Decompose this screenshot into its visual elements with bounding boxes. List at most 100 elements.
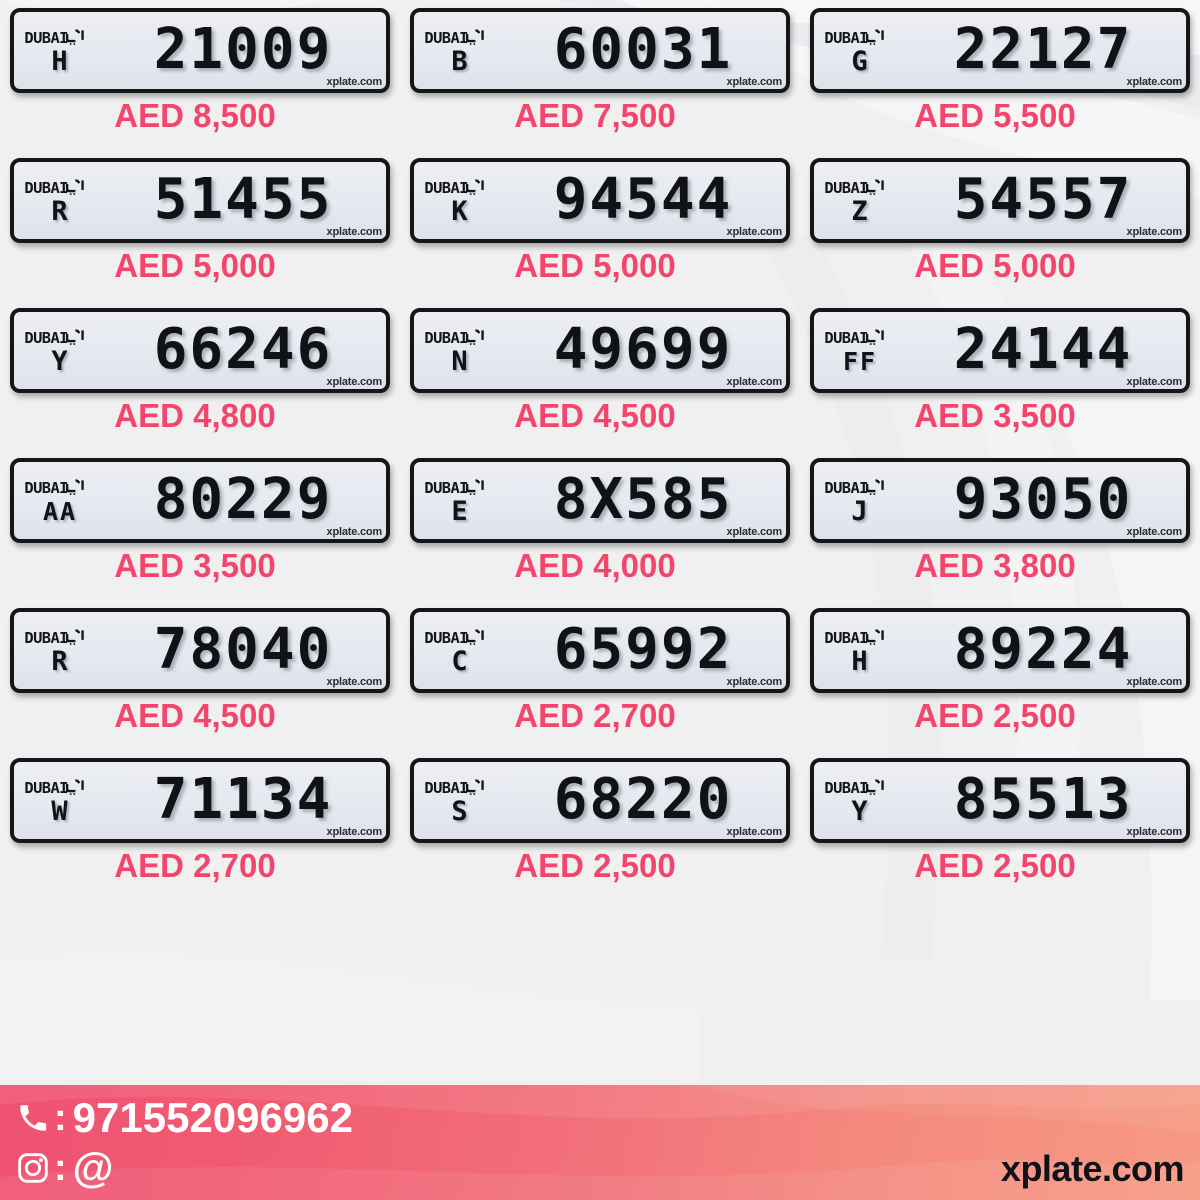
license-plate[interactable]: DUBAI Z 54557 xplate.com	[810, 158, 1190, 243]
license-plate[interactable]: DUBAI B 60031 xplate.com	[410, 8, 790, 93]
plate-number: 24144	[953, 316, 1133, 382]
license-plate[interactable]: DUBAI W 71134 xplate.com	[10, 758, 390, 843]
plate-card[interactable]: DUBAI J 93050 xplate.com AED 3,800	[800, 450, 1200, 600]
plate-card[interactable]: DUBAI Z 54557 xplate.com AED 5,000	[800, 150, 1200, 300]
license-plate[interactable]: DUBAI H 89224 xplate.com	[810, 608, 1190, 693]
plate-emirate-section: DUBAI C	[414, 612, 506, 689]
svg-text:DUBAI: DUBAI	[824, 29, 867, 47]
plate-price: AED 4,000	[514, 547, 676, 584]
license-plate[interactable]: DUBAI AA 80229 xplate.com	[10, 458, 390, 543]
plate-price: AED 5,000	[914, 247, 1076, 284]
dubai-emirate-logo: DUBAI	[824, 479, 884, 497]
svg-text:DUBAI: DUBAI	[824, 479, 867, 497]
plate-number: 93050	[953, 466, 1133, 532]
license-plate[interactable]: DUBAI E 8X585 xplate.com	[410, 458, 790, 543]
plate-code: K	[451, 196, 469, 227]
plate-watermark: xplate.com	[326, 226, 383, 238]
svg-text:DUBAI: DUBAI	[424, 629, 467, 647]
phone-number[interactable]: 971552096962	[72, 1094, 353, 1141]
plate-card[interactable]: DUBAI H 21009 xplate.com AED 8,500	[0, 0, 400, 150]
plate-emirate-section: DUBAI H	[14, 12, 106, 89]
plate-watermark: xplate.com	[726, 826, 783, 838]
plate-card[interactable]: DUBAI S 68220 xplate.com AED 2,500	[400, 750, 800, 900]
svg-text:DUBAI: DUBAI	[824, 179, 867, 197]
plate-code: G	[851, 46, 869, 77]
license-plate[interactable]: DUBAI N 49699 xplate.com	[410, 308, 790, 393]
plate-code: B	[451, 46, 469, 77]
plate-code: W	[51, 796, 69, 827]
license-plate[interactable]: DUBAI K 94544 xplate.com	[410, 158, 790, 243]
plate-card[interactable]: DUBAI FF 24144 xplate.com AED 3,500	[800, 300, 1200, 450]
plate-number: 54557	[953, 166, 1133, 232]
plate-emirate-section: DUBAI Y	[14, 312, 106, 389]
plate-price: AED 2,500	[914, 847, 1076, 884]
dubai-emirate-logo: DUBAI	[824, 29, 884, 47]
plate-number: 89224	[953, 616, 1133, 682]
license-plate[interactable]: DUBAI J 93050 xplate.com	[810, 458, 1190, 543]
dubai-emirate-logo: DUBAI	[424, 29, 484, 47]
plate-card[interactable]: DUBAI C 65992 xplate.com AED 2,700	[400, 600, 800, 750]
plate-card[interactable]: DUBAI R 51455 xplate.com AED 5,000	[0, 150, 400, 300]
footer-wave-decoration	[0, 1085, 1200, 1200]
plate-card[interactable]: DUBAI G 22127 xplate.com AED 5,500	[800, 0, 1200, 150]
plate-watermark: xplate.com	[326, 376, 383, 388]
plate-code: FF	[842, 347, 878, 376]
plate-emirate-section: DUBAI K	[414, 162, 506, 239]
plate-price: AED 2,500	[914, 697, 1076, 734]
footer-contact-block: : 971552096962 : @	[14, 1093, 353, 1193]
plate-number-section: 89224 xplate.com	[906, 612, 1186, 689]
license-plate[interactable]: DUBAI FF 24144 xplate.com	[810, 308, 1190, 393]
footer-phone-row[interactable]: : 971552096962	[14, 1093, 353, 1143]
plate-emirate-section: DUBAI R	[14, 612, 106, 689]
plate-number-section: 60031 xplate.com	[506, 12, 786, 89]
plate-card[interactable]: DUBAI H 89224 xplate.com AED 2,500	[800, 600, 1200, 750]
license-plate[interactable]: DUBAI Y 85513 xplate.com	[810, 758, 1190, 843]
dubai-emirate-logo: DUBAI	[824, 179, 884, 197]
svg-text:DUBAI: DUBAI	[424, 29, 467, 47]
dubai-emirate-logo: DUBAI	[424, 179, 484, 197]
footer-instagram-row[interactable]: : @	[14, 1143, 353, 1193]
plate-number-section: 94544 xplate.com	[506, 162, 786, 239]
license-plate[interactable]: DUBAI R 78040 xplate.com	[10, 608, 390, 693]
plate-card[interactable]: DUBAI R 78040 xplate.com AED 4,500	[0, 600, 400, 750]
svg-text:DUBAI: DUBAI	[424, 329, 467, 347]
plate-watermark: xplate.com	[726, 526, 783, 538]
plate-watermark: xplate.com	[1126, 526, 1183, 538]
brand-name[interactable]: xplate.com	[1000, 1148, 1185, 1189]
svg-text:DUBAI: DUBAI	[24, 329, 67, 347]
plate-card[interactable]: DUBAI AA 80229 xplate.com AED 3,500	[0, 450, 400, 600]
plate-card[interactable]: DUBAI W 71134 xplate.com AED 2,700	[0, 750, 400, 900]
svg-text:DUBAI: DUBAI	[24, 479, 67, 497]
plate-card[interactable]: DUBAI Y 66246 xplate.com AED 4,800	[0, 300, 400, 450]
dubai-emirate-logo: DUBAI	[824, 779, 884, 797]
plate-card[interactable]: DUBAI B 60031 xplate.com AED 7,500	[400, 0, 800, 150]
license-plate[interactable]: DUBAI G 22127 xplate.com	[810, 8, 1190, 93]
instagram-handle[interactable]: @	[72, 1144, 114, 1191]
plate-number-section: 54557 xplate.com	[906, 162, 1186, 239]
plate-card[interactable]: DUBAI E 8X585 xplate.com AED 4,000	[400, 450, 800, 600]
plate-price: AED 8,500	[114, 97, 276, 134]
license-plate[interactable]: DUBAI C 65992 xplate.com	[410, 608, 790, 693]
plate-card[interactable]: DUBAI Y 85513 xplate.com AED 2,500	[800, 750, 1200, 900]
plate-number-section: 85513 xplate.com	[906, 762, 1186, 839]
phone-icon	[14, 1099, 52, 1137]
plate-code: N	[451, 346, 469, 377]
svg-text:DUBAI: DUBAI	[424, 179, 467, 197]
plate-price: AED 3,500	[914, 397, 1076, 434]
license-plate[interactable]: DUBAI H 21009 xplate.com	[10, 8, 390, 93]
plate-code: E	[451, 496, 469, 527]
plate-code: J	[851, 496, 869, 527]
plate-number-section: 78040 xplate.com	[106, 612, 386, 689]
plate-card[interactable]: DUBAI N 49699 xplate.com AED 4,500	[400, 300, 800, 450]
plate-card[interactable]: DUBAI K 94544 xplate.com AED 5,000	[400, 150, 800, 300]
license-plate[interactable]: DUBAI R 51455 xplate.com	[10, 158, 390, 243]
plate-emirate-section: DUBAI N	[414, 312, 506, 389]
plate-watermark: xplate.com	[1126, 226, 1183, 238]
dubai-emirate-logo: DUBAI	[24, 179, 84, 197]
plate-number: 60031	[553, 16, 733, 82]
plate-code: Y	[851, 796, 869, 827]
svg-text:DUBAI: DUBAI	[824, 329, 867, 347]
contact-footer-bar: : 971552096962 : @ xplate.com	[0, 1085, 1200, 1200]
license-plate[interactable]: DUBAI Y 66246 xplate.com	[10, 308, 390, 393]
license-plate[interactable]: DUBAI S 68220 xplate.com	[410, 758, 790, 843]
